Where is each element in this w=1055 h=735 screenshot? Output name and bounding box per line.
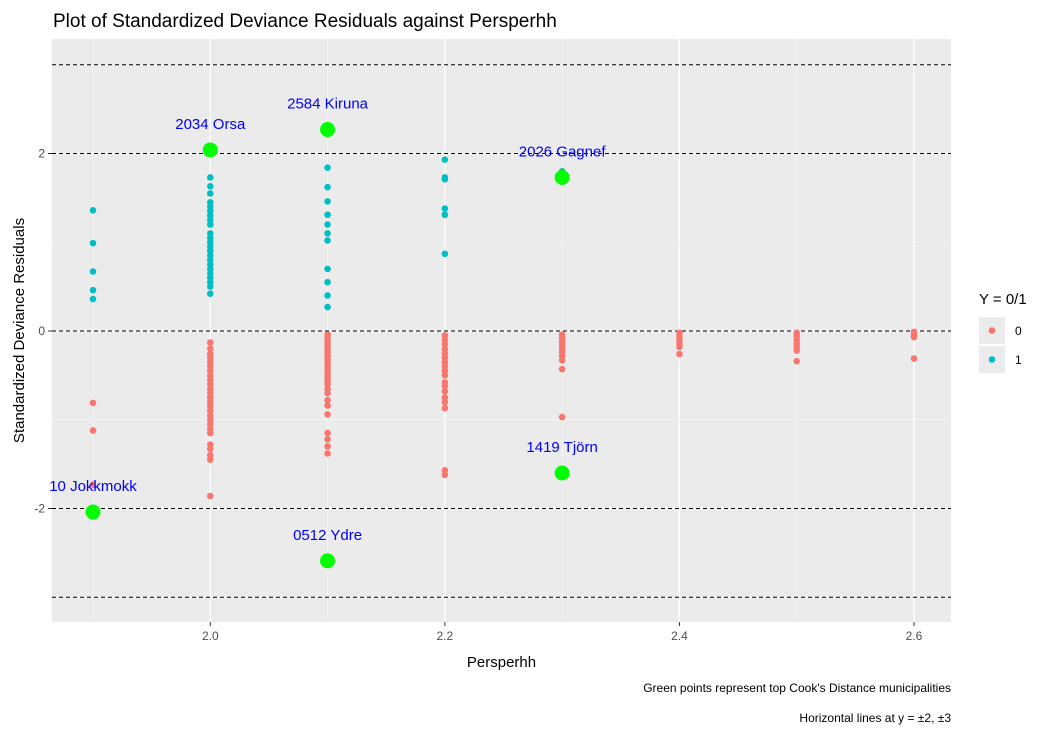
point-y0	[324, 396, 331, 404]
point-y1	[89, 286, 97, 294]
point-y1	[324, 211, 331, 219]
point-y0	[206, 456, 214, 463]
chart-title: Plot of Standardized Deviance Residuals …	[53, 11, 557, 32]
point-y0	[441, 471, 449, 479]
point-y0	[441, 382, 449, 390]
point-y0	[324, 411, 331, 418]
point-y1	[206, 174, 214, 181]
point-y0	[324, 443, 331, 450]
point-y1	[324, 303, 331, 311]
point-y0	[910, 355, 918, 362]
point-y1	[324, 237, 331, 244]
x-axis-title: Persperhh	[467, 654, 536, 671]
point-y1	[441, 211, 449, 219]
data-points	[89, 156, 918, 500]
point-y1	[206, 190, 214, 197]
point-y1	[441, 175, 449, 183]
legend-key-1	[988, 356, 996, 363]
point-y1	[324, 221, 331, 228]
point-y1	[89, 268, 97, 275]
highlight-point	[202, 142, 218, 158]
point-y1	[324, 164, 331, 171]
point-y0	[910, 333, 918, 341]
highlight-point	[320, 122, 336, 138]
point-y0	[676, 350, 683, 358]
x-axis-ticks: 2.0 2.2 2.4 2.6	[202, 622, 923, 643]
point-y1	[206, 183, 214, 190]
legend-key-0	[988, 327, 996, 334]
point-y1	[324, 292, 331, 299]
highlight-point	[85, 504, 101, 520]
caption-line-2: Horizontal lines at y = ±2, ±3	[799, 711, 951, 725]
point-y0	[324, 450, 331, 457]
point-y0	[441, 398, 449, 406]
point-y1	[89, 295, 97, 303]
highlight-point	[554, 465, 570, 481]
point-y1	[89, 207, 97, 214]
point-y1	[324, 278, 331, 286]
point-y0	[324, 429, 331, 437]
highlight-label: 0512 Ydre	[293, 527, 362, 544]
caption-line-1: Green points represent top Cook's Distan…	[643, 681, 951, 695]
y-tick-label: 0	[38, 324, 45, 338]
x-tick-label: 2.0	[202, 629, 219, 643]
point-y1	[206, 221, 214, 228]
highlight-point	[320, 553, 336, 569]
point-y1	[324, 265, 331, 273]
legend: Y = 0/1 0 1	[979, 291, 1027, 373]
point-y0	[558, 365, 566, 373]
reference-lines	[52, 64, 951, 598]
y-axis-title: Standardized Deviance Residuals	[11, 218, 28, 443]
point-y0	[441, 372, 449, 379]
point-y0	[676, 343, 683, 351]
y-tick-label: 2	[38, 147, 45, 161]
point-y0	[441, 404, 449, 412]
point-y0	[206, 429, 214, 437]
point-y0	[206, 492, 214, 500]
point-y0	[793, 347, 801, 354]
point-y1	[441, 156, 449, 164]
point-y1	[324, 198, 331, 205]
point-y0	[324, 402, 331, 409]
point-y1	[324, 183, 331, 191]
point-y1	[206, 283, 214, 290]
point-y0	[558, 356, 566, 364]
point-y0	[441, 388, 449, 395]
point-y1	[324, 230, 331, 237]
point-y0	[206, 345, 214, 353]
point-y1	[206, 290, 214, 298]
point-y0	[793, 357, 801, 365]
point-y0	[324, 435, 331, 443]
y-axis-ticks: -2 0 2	[34, 147, 52, 516]
highlight-point	[554, 169, 570, 185]
point-y1	[89, 239, 97, 247]
point-y0	[558, 413, 566, 421]
highlight-label: 10 Jokkmokk	[49, 478, 137, 495]
highlighted-points	[85, 122, 570, 569]
x-tick-label: 2.6	[906, 629, 923, 643]
highlight-label: 2034 Orsa	[175, 116, 246, 133]
highlight-label: 1419 Tjörn	[526, 439, 597, 456]
point-y0	[206, 445, 214, 453]
legend-title: Y = 0/1	[979, 291, 1027, 308]
x-tick-label: 2.2	[437, 629, 454, 643]
y-tick-label: -2	[34, 502, 45, 516]
point-annotations: 2034 Orsa 2584 Kiruna 2026 Gagnef 10 Jokkmo…	[49, 96, 606, 544]
point-y0	[89, 481, 97, 488]
x-tick-label: 2.4	[671, 629, 688, 643]
point-y1	[441, 250, 449, 258]
point-y0	[206, 339, 214, 346]
highlight-label: 2026 Gagnef	[519, 143, 607, 160]
point-y0	[324, 389, 331, 397]
point-y0	[89, 399, 97, 407]
legend-label-0: 0	[1015, 324, 1022, 338]
legend-label-1: 1	[1015, 353, 1022, 367]
highlight-label: 2584 Kiruna	[287, 96, 369, 113]
point-y0	[89, 427, 97, 434]
point-y1	[441, 205, 449, 212]
